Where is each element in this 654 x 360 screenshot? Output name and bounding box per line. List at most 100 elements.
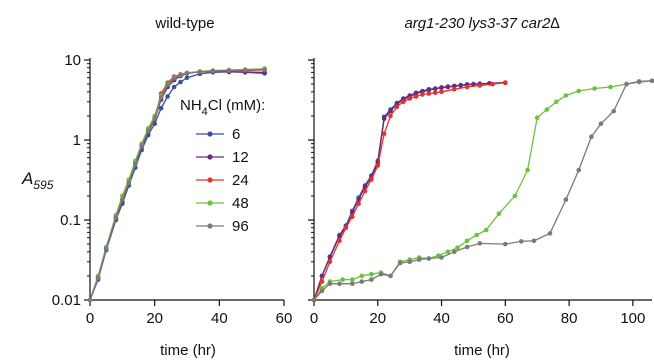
data-point-24: [490, 81, 495, 87]
data-point-96: [226, 68, 232, 73]
x-tick-label: 40: [433, 310, 450, 327]
data-point-24: [337, 238, 342, 244]
data-point-96: [311, 297, 317, 303]
y-axis-label-main: A: [21, 169, 33, 188]
data-point-48: [474, 232, 479, 238]
x-tick-label: 100: [620, 310, 645, 327]
series-96: [311, 78, 654, 303]
data-point-24: [327, 259, 333, 265]
series-line-24: [313, 82, 506, 301]
legend-label-24: 24: [232, 172, 249, 189]
data-point-24: [420, 92, 425, 97]
data-point-96: [95, 275, 101, 281]
data-point-48: [592, 86, 597, 91]
data-point-48: [340, 277, 346, 282]
data-point-24: [388, 113, 393, 119]
data-point-96: [464, 244, 470, 250]
data-point-96: [547, 231, 553, 236]
data-point-96: [369, 277, 374, 282]
data-point-96: [397, 260, 403, 266]
data-point-96: [165, 82, 170, 88]
legend-swatch-marker: [207, 131, 213, 137]
data-point-24: [413, 94, 419, 99]
series-6: [311, 80, 508, 303]
data-point-48: [554, 99, 559, 105]
data-point-96: [426, 256, 432, 261]
data-point-24: [401, 99, 406, 105]
data-point-96: [359, 279, 365, 284]
legend-swatch-marker: [207, 200, 213, 206]
data-point-24: [362, 188, 368, 194]
data-point-96: [350, 281, 355, 287]
legend-item-48: 48: [196, 195, 249, 212]
data-point-96: [262, 67, 267, 72]
legend-label-12: 12: [232, 149, 249, 166]
data-point-48: [544, 107, 550, 112]
y-tick-label: 0.1: [60, 212, 81, 229]
data-point-96: [152, 116, 157, 121]
legend-item-96: 96: [196, 218, 249, 235]
data-point-96: [337, 281, 342, 287]
x-tick-label: 60: [497, 310, 514, 327]
data-point-96: [158, 95, 164, 100]
data-point-6: [171, 84, 177, 90]
y-tick-label: 1: [73, 132, 81, 149]
data-point-96: [319, 288, 325, 294]
data-point-96: [611, 108, 616, 114]
panel-title-mutant: arg1-230 lys3-37 car2∆: [404, 15, 559, 32]
x-tick-label: 0: [310, 310, 318, 327]
data-point-48: [464, 238, 470, 244]
legend-item-12: 12: [196, 149, 249, 166]
data-point-24: [464, 84, 470, 90]
data-point-24: [381, 131, 387, 136]
legend-items: 6 12 24 48 96: [196, 126, 249, 235]
data-point-48: [576, 88, 581, 94]
legend-label-48: 48: [232, 195, 249, 212]
x-axis-label-mutant: time (hr): [454, 342, 510, 359]
legend-title: NH4Cl (mM):: [180, 97, 265, 118]
data-point-96: [139, 143, 144, 148]
data-point-12: [432, 86, 438, 92]
data-point-96: [103, 246, 109, 251]
data-point-6: [178, 79, 183, 85]
data-point-96: [145, 128, 151, 134]
data-point-96: [242, 67, 248, 73]
data-point-96: [416, 257, 422, 262]
data-point-24: [452, 87, 457, 92]
data-point-96: [120, 197, 125, 202]
legend-title-main: NH: [180, 97, 202, 114]
data-point-48: [525, 167, 530, 173]
data-point-24: [432, 90, 438, 95]
data-point-96: [197, 69, 203, 75]
y-tick-label: 10: [64, 52, 81, 69]
data-point-96: [531, 238, 537, 244]
data-point-24: [343, 225, 349, 231]
legend-item-24: 24: [196, 172, 249, 189]
data-point-48: [455, 245, 460, 250]
data-point-96: [210, 68, 216, 74]
legend: NH4Cl (mM): 6 12 24 48 96: [180, 97, 265, 235]
data-point-48: [563, 93, 569, 98]
data-point-48: [359, 273, 365, 279]
data-point-48: [534, 115, 540, 120]
data-point-96: [439, 255, 444, 260]
y-axis-label-subscript: 595: [33, 178, 53, 192]
y-axis-label: A595: [21, 169, 54, 192]
series-group-mutant: [311, 78, 654, 303]
legend-swatch-marker: [207, 223, 213, 229]
data-point-96: [563, 197, 569, 202]
x-tick-label: 60: [276, 310, 293, 327]
legend-swatch-marker: [207, 154, 213, 160]
data-point-24: [319, 279, 325, 284]
data-point-96: [576, 167, 581, 173]
data-point-96: [327, 281, 333, 287]
series-12: [311, 80, 508, 303]
data-point-6: [165, 94, 170, 99]
data-point-48: [608, 84, 613, 90]
data-point-24: [394, 104, 400, 110]
series-line-6: [313, 82, 506, 301]
x-tick-label: 80: [561, 310, 578, 327]
x-tick-label: 0: [86, 310, 94, 327]
data-point-6: [184, 75, 190, 80]
